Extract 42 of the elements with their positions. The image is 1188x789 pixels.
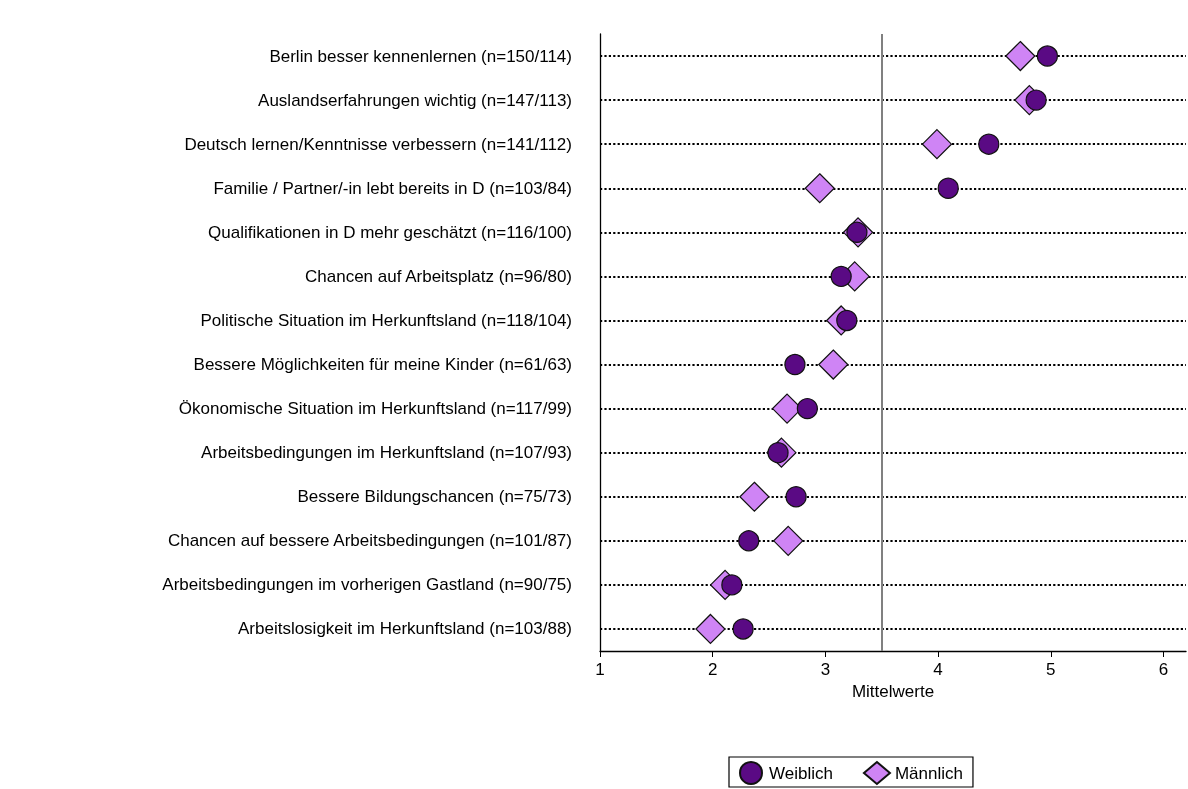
point [804, 173, 835, 204]
point [796, 398, 818, 420]
point [695, 613, 726, 645]
point [1005, 40, 1036, 72]
point [784, 353, 806, 376]
point [1036, 45, 1058, 67]
y-tick-label: Bessere Möglichkeiten für meine Kinder (n=61/63) [193, 355, 572, 375]
y-tick-label: Berlin besser kennenlernen (n=150/114) [269, 46, 572, 66]
x-tick-label: 4 [933, 660, 943, 679]
point [978, 133, 1000, 155]
x-tick-label: 1 [595, 660, 605, 679]
point [721, 574, 743, 596]
y-tick-label: Familie / Partner/-in lebt bereits in D (n=103/84) [213, 178, 572, 198]
point [937, 177, 959, 199]
y-tick-label: Bessere Bildungschancen (n=75/73) [297, 487, 572, 507]
point [773, 525, 804, 556]
point [921, 129, 953, 160]
point [732, 618, 754, 640]
y-tick-label: Qualifikationen in D mehr geschätzt (n=116/100) [208, 222, 572, 242]
legend-label: Männlich [894, 763, 963, 783]
point [830, 265, 852, 287]
point [739, 481, 770, 512]
y-tick-label: Politische Situation im Herkunftsland (n=118/104) [200, 310, 572, 330]
point [818, 349, 849, 380]
point [836, 309, 858, 332]
x-axis-title: Mittelwerte [851, 681, 935, 701]
legend-label: Weiblich [769, 763, 833, 783]
y-tick-label: Chancen auf bessere Arbeitsbedingungen (n=101/87) [167, 531, 572, 551]
y-tick-label: Chancen auf Arbeitsplatz (n=96/80) [305, 266, 572, 286]
y-tick-label: Auslandserfahrungen wichtig (n=147/113) [258, 90, 572, 110]
y-tick-label: Arbeitsbedingungen im Herkunftsland (n=107/93) [201, 443, 572, 463]
y-tick-label: Deutsch lernen/Kenntnisse verbessern (n=141/112) [184, 134, 572, 154]
y-tick-label: Ökonomische Situation im Herkunftsland (n=117/99) [178, 399, 572, 419]
x-tick-label: 6 [1158, 660, 1169, 679]
x-tick-label: 3 [820, 660, 831, 679]
x-tick-label: 2 [707, 660, 718, 679]
point [785, 486, 807, 508]
y-tick-label: Arbeitsbedingungen im vorherigen Gastland (n=90/75) [162, 575, 572, 595]
x-tick-label: 5 [1046, 660, 1056, 679]
y-tick-label: Arbeitslosigkeit im Herkunftsland (n=103/88) [237, 619, 572, 639]
point [1025, 89, 1047, 111]
point [738, 530, 760, 552]
